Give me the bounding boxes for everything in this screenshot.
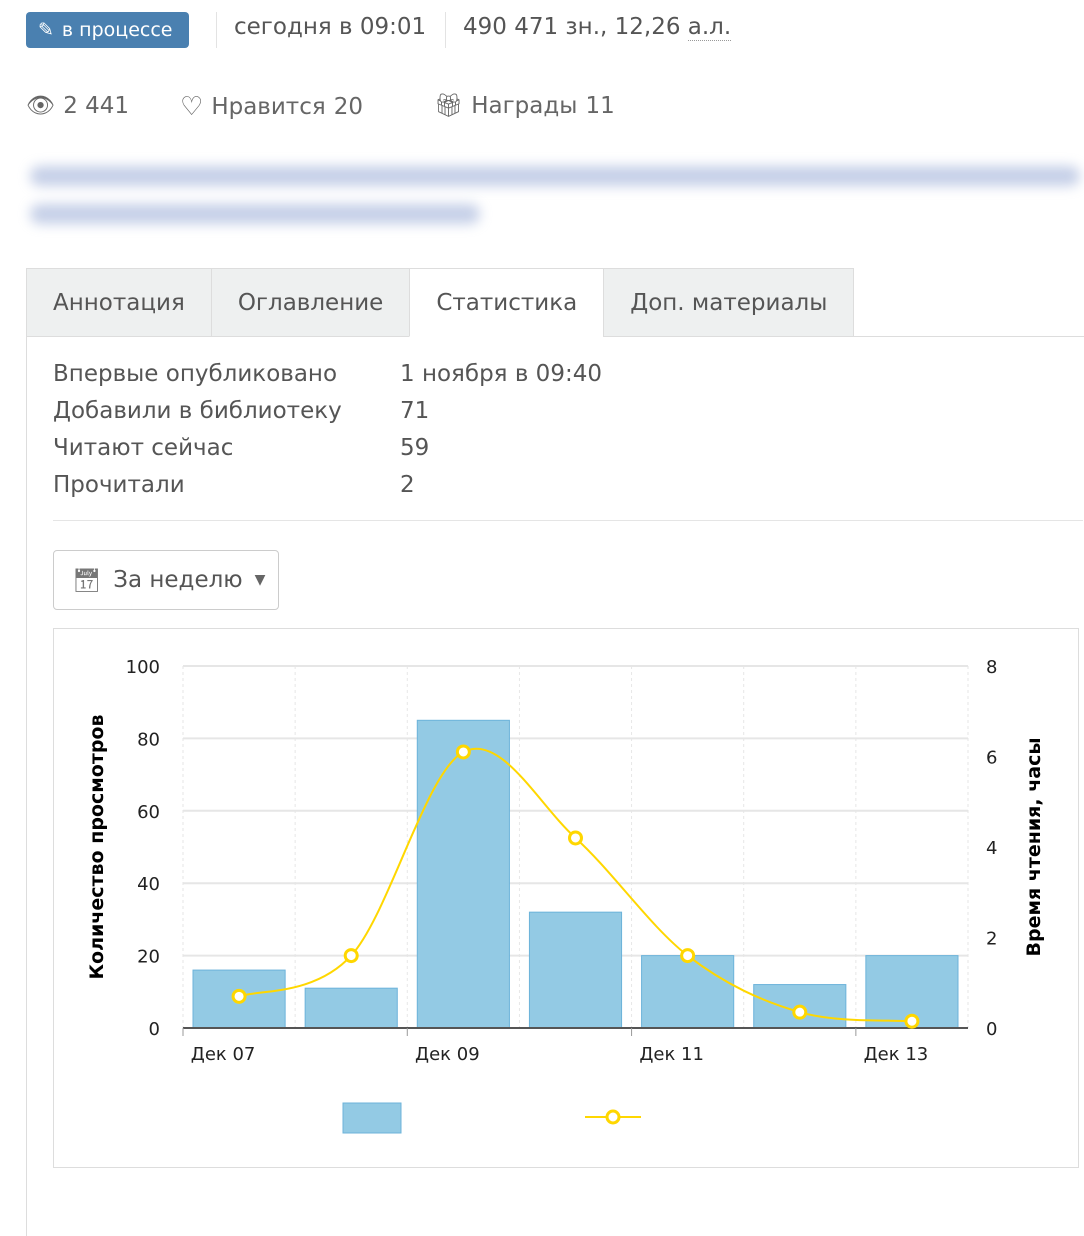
legend-bar-swatch (342, 1102, 402, 1134)
stat-value: 2 (400, 472, 415, 498)
y2-tick-label: 2 (986, 929, 997, 950)
y2-tick-label: 6 (986, 748, 997, 769)
x-tick-label: Дек 11 (639, 1044, 704, 1065)
calendar-icon: 📅︎ (72, 567, 102, 594)
tab-annotation[interactable]: Аннотация (26, 268, 212, 337)
like-button[interactable]: ♡ Нравится 20 (180, 92, 363, 122)
y-tick-label: 0 (149, 1019, 160, 1040)
y-tick-label: 40 (137, 874, 160, 895)
views-count: 👁 2 441 (26, 92, 130, 120)
x-tick-label: Дек 13 (864, 1044, 929, 1065)
stat-label: Впервые опубликовано (53, 361, 338, 387)
genre-tags-blurred (30, 166, 1080, 186)
awards-button[interactable]: 🎁︎ Награды 11 (434, 92, 615, 120)
gift-icon: 🎁︎ (434, 93, 464, 119)
line-point (568, 830, 583, 846)
y-tick-label: 100 (126, 657, 160, 678)
line-point (904, 1013, 920, 1029)
genre-tags-blurred (30, 204, 480, 224)
author-sheets-abbr[interactable]: а.л. (687, 14, 732, 41)
line-point (680, 948, 696, 964)
stat-label: Прочитали (53, 472, 185, 498)
y-tick-label: 60 (137, 802, 160, 823)
tab-statistics[interactable]: Статистика (409, 268, 605, 337)
y-tick-label: 20 (137, 947, 160, 968)
divider (53, 520, 1083, 521)
caret-down-icon: ▼ (254, 572, 266, 588)
stat-value: 59 (400, 435, 430, 461)
y2-tick-label: 8 (986, 657, 997, 678)
legend-line-marker (605, 1109, 621, 1125)
y-axis-label: Количество просмотров (86, 714, 108, 979)
stat-label: Добавили в библиотеку (53, 398, 342, 424)
heart-icon: ♡ (180, 92, 204, 122)
line-point (231, 988, 247, 1004)
chart: Количество просмотров Время чтения, часы… (86, 657, 1045, 1134)
tab-extra-materials[interactable]: Доп. материалы (603, 268, 855, 337)
tab-contents[interactable]: Оглавление (210, 268, 411, 337)
divider (445, 12, 446, 48)
stat-value: 71 (400, 398, 430, 424)
stat-value: 1 ноября в 09:40 (400, 361, 602, 387)
pencil-icon: ✎ (38, 19, 54, 41)
tabs: Аннотация Оглавление Статистика Доп. мат… (26, 268, 855, 337)
line-point (792, 1004, 808, 1020)
status-badge[interactable]: ✎ в процессе (26, 12, 189, 48)
y2-tick-label: 4 (986, 838, 997, 859)
line-point (343, 948, 359, 964)
y-tick-label: 80 (137, 729, 160, 750)
x-tick-label: Дек 09 (415, 1044, 480, 1065)
bar (641, 955, 735, 1029)
updated-time: сегодня в 09:01 (234, 14, 427, 40)
stat-label: Читают сейчас (53, 435, 234, 461)
y2-tick-label: 0 (986, 1019, 997, 1040)
eye-icon: 👁 (26, 93, 56, 119)
bar (304, 987, 398, 1029)
y2-axis-label: Время чтения, часы (1023, 737, 1045, 956)
bar (528, 911, 623, 1029)
period-select[interactable]: 📅︎ За неделю ▼ (53, 550, 279, 610)
bar (416, 719, 510, 1029)
divider (216, 12, 217, 48)
book-size: 490 471 зн., 12,26 а.л. (463, 14, 732, 41)
line-point (455, 744, 471, 760)
x-tick-label: Дек 07 (191, 1044, 256, 1065)
